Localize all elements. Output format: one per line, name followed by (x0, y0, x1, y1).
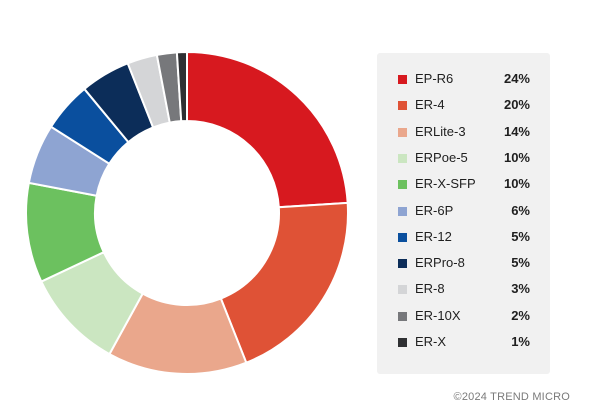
legend-value: 6% (511, 202, 530, 218)
legend-item-ep-r6: EP-R6 24% (377, 70, 550, 90)
legend-swatch (398, 127, 407, 137)
legend-value: 5% (511, 255, 530, 271)
legend-label: ER-X-SFP (415, 176, 476, 192)
legend-value: 20% (503, 97, 530, 113)
legend-swatch (398, 101, 407, 111)
legend-item-erlite-3: ERLite-3 14% (377, 123, 550, 143)
legend-item-er-x-sfp: ER-X-SFP 10% (377, 175, 550, 195)
legend-label: ER-12 (415, 228, 452, 244)
legend-value: 1% (511, 334, 530, 349)
legend-swatch (398, 153, 407, 163)
legend-item-er-6p: ER-6P 6% (377, 202, 550, 222)
legend-value: 14% (503, 123, 530, 139)
legend-label: ERPoe-5 (415, 149, 468, 165)
legend-label: ER-10X (415, 307, 461, 323)
legend-swatch (398, 206, 407, 216)
donut-slice-ep-r6 (186, 50, 349, 209)
legend-swatch (398, 232, 407, 242)
copyright-text: ©2024 TREND MICRO (453, 391, 570, 403)
legend-value: 3% (511, 281, 530, 297)
legend-swatch (398, 338, 407, 347)
legend-label: ER-X (415, 334, 447, 349)
legend-label: ER-8 (415, 281, 445, 297)
legend-swatch (398, 75, 407, 84)
legend-label: ERPro-8 (415, 255, 465, 271)
legend-label: ER-6P (415, 202, 454, 218)
legend-swatch (398, 285, 407, 295)
legend-label: EP-R6 (415, 71, 454, 86)
legend-item-er-4: ER-4 20% (377, 96, 550, 116)
legend-item-er-x: ER-X 1% (377, 333, 550, 353)
donut-svg (25, 50, 349, 375)
legend-value: 10% (503, 176, 530, 192)
legend-value: 2% (511, 307, 530, 323)
legend-value: 10% (503, 149, 530, 165)
donut-slice-er-x (175, 50, 188, 123)
legend-swatch (398, 311, 407, 321)
legend-value: 24% (503, 71, 530, 86)
legend-label: ERLite-3 (415, 123, 466, 139)
legend-item-erpoe-5: ERPoe-5 10% (377, 149, 550, 169)
legend-value: 5% (511, 228, 530, 244)
legend-swatch (398, 259, 407, 269)
legend-item-erpro-8: ERPro-8 5% (377, 254, 550, 274)
legend: EP-R6 24% ER-4 20% ERLite-3 14% ERPoe-5 10% ER-X… (377, 53, 550, 374)
legend-item-er-12: ER-12 5% (377, 228, 550, 248)
legend-item-er-10x: ER-10X 2% (377, 307, 550, 327)
legend-swatch (398, 180, 407, 190)
donut-slice-er-4 (219, 201, 349, 364)
legend-label: ER-4 (415, 97, 445, 113)
legend-item-er-8: ER-8 3% (377, 280, 550, 300)
